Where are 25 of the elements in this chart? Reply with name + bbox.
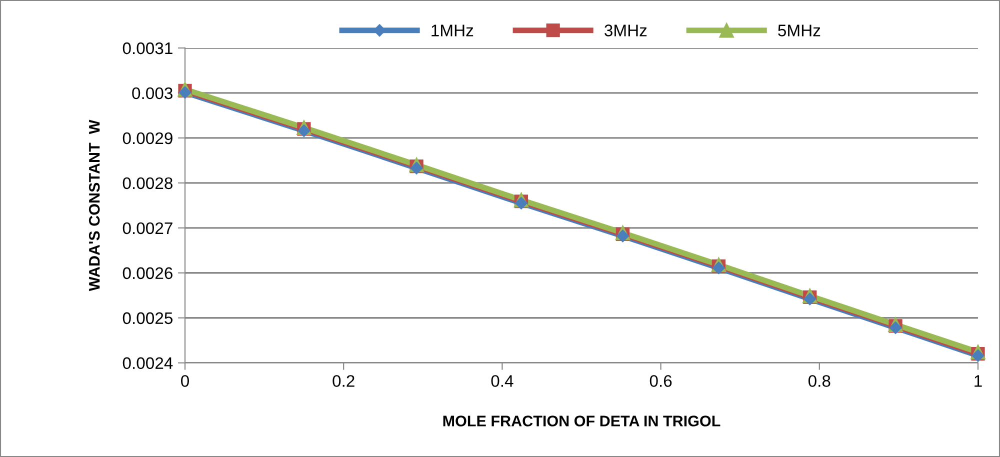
x-tick-label: 0 [181, 375, 189, 387]
x-tick-label: 0.4 [491, 375, 514, 387]
point [804, 292, 816, 306]
legend-label: 3MHz [604, 24, 647, 36]
point [889, 322, 902, 334]
y-tick-label: 0.0027 [122, 222, 172, 234]
point [616, 230, 629, 242]
legend-label: 5MHz [778, 24, 820, 36]
x-tick-label: 1 [974, 375, 982, 387]
y-tick-label: 0.0024 [122, 357, 173, 370]
point [410, 162, 423, 174]
y-tick-label: 0.0026 [122, 267, 172, 280]
y-tick-label: 0.0025 [122, 312, 172, 324]
y-tick-label: 0.003 [132, 87, 172, 100]
x-tick-label: 0.2 [332, 375, 354, 387]
x-axis-title: MOLE FRACTION OF DETA IN TRIGOL [443, 416, 720, 426]
x-tick-label: 0.6 [650, 375, 672, 387]
y-tick-label: 0.0029 [122, 132, 172, 144]
y-tick-label: 0.0028 [122, 177, 172, 190]
point [712, 262, 725, 274]
y-axis-title: WADA'S CONSTANT W [88, 120, 100, 292]
y-tick-label: 0.0031 [122, 42, 172, 54]
x-tick-label: 0.8 [808, 375, 830, 387]
point [298, 124, 310, 137]
legend-label: 1MHz [432, 24, 474, 36]
